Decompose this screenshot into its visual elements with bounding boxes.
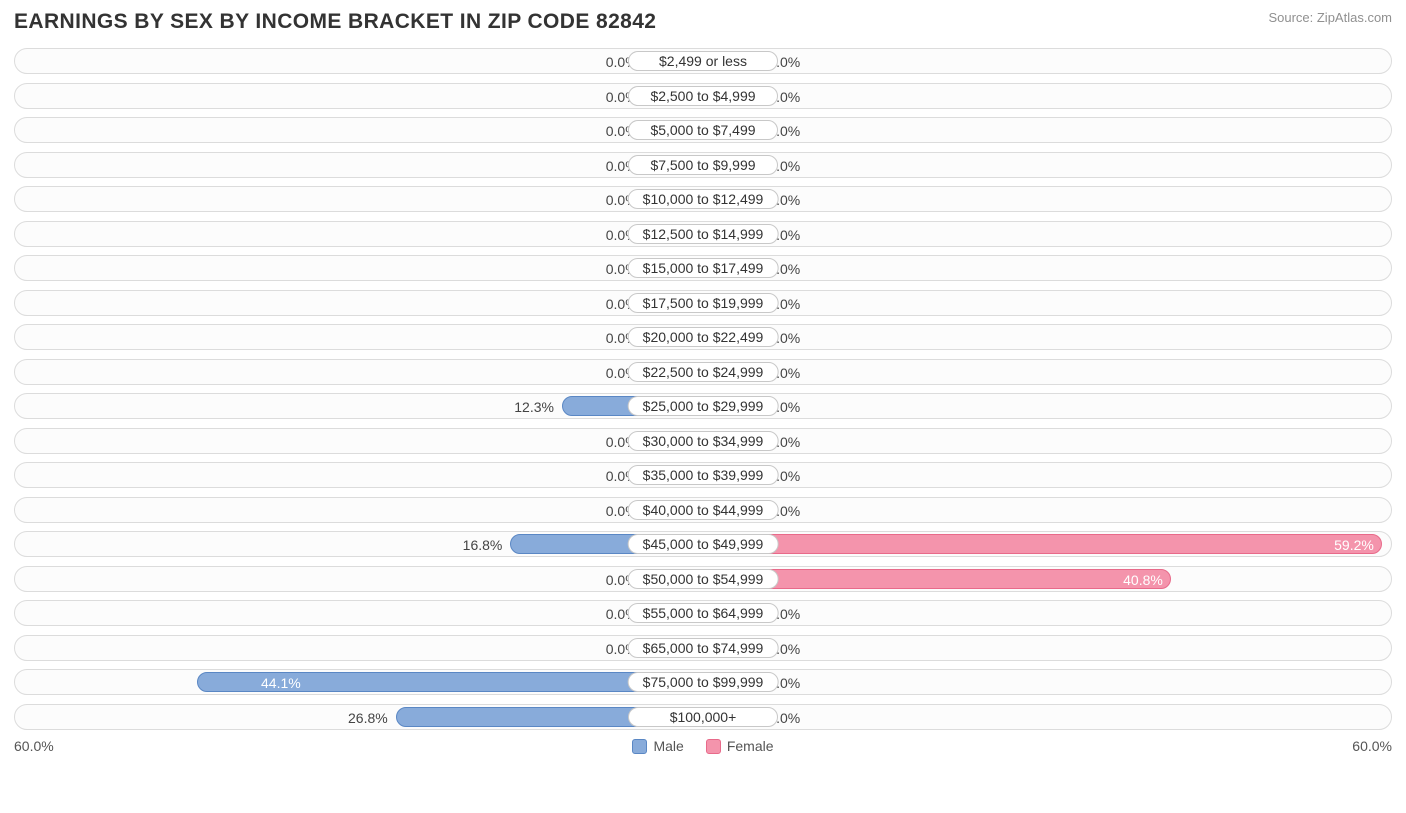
bracket-label: $17,500 to $19,999 — [628, 293, 779, 313]
bracket-label: $55,000 to $64,999 — [628, 603, 779, 623]
male-value: 26.8% — [348, 705, 388, 731]
chart-title: EARNINGS BY SEX BY INCOME BRACKET IN ZIP… — [14, 10, 656, 34]
chart-row: 0.0%0.0%$65,000 to $74,999 — [14, 635, 1392, 661]
male-value: 16.8% — [463, 532, 503, 558]
chart-row: 0.0%0.0%$22,500 to $24,999 — [14, 359, 1392, 385]
bracket-label: $7,500 to $9,999 — [628, 155, 778, 175]
bracket-label: $75,000 to $99,999 — [628, 672, 779, 692]
male-swatch — [632, 739, 647, 754]
legend-female: Female — [706, 738, 774, 754]
chart-row: 0.0%0.0%$10,000 to $12,499 — [14, 186, 1392, 212]
chart-row: 0.0%0.0%$30,000 to $34,999 — [14, 428, 1392, 454]
female-swatch — [706, 739, 721, 754]
chart-row: 0.0%0.0%$15,000 to $17,499 — [14, 255, 1392, 281]
bracket-label: $35,000 to $39,999 — [628, 465, 779, 485]
axis-right-label: 60.0% — [1352, 738, 1392, 754]
chart-row: 0.0%0.0%$2,499 or less — [14, 48, 1392, 74]
bracket-label: $15,000 to $17,499 — [628, 258, 779, 278]
chart-row: 0.0%0.0%$12,500 to $14,999 — [14, 221, 1392, 247]
legend: Male Female — [632, 738, 773, 754]
female-value: 59.2% — [1326, 532, 1382, 558]
bracket-label: $25,000 to $29,999 — [628, 396, 779, 416]
bracket-label: $5,000 to $7,499 — [628, 120, 778, 140]
axis-row: 60.0% Male Female 60.0% — [14, 738, 1392, 754]
chart-row: 16.8% 59.2% $45,000 to $49,999 — [14, 531, 1392, 557]
bracket-label: $50,000 to $54,999 — [628, 569, 779, 589]
chart-row: 0.0%40.8%$50,000 to $54,999 — [14, 566, 1392, 592]
bracket-label: $20,000 to $22,499 — [628, 327, 779, 347]
male-value: 12.3% — [514, 394, 554, 420]
legend-male: Male — [632, 738, 683, 754]
chart-row: 0.0%0.0%$35,000 to $39,999 — [14, 462, 1392, 488]
bracket-label: $30,000 to $34,999 — [628, 431, 779, 451]
bracket-label: $12,500 to $14,999 — [628, 224, 779, 244]
bracket-label: $45,000 to $49,999 — [628, 534, 779, 554]
bracket-label: $65,000 to $74,999 — [628, 638, 779, 658]
bracket-label: $100,000+ — [628, 707, 778, 727]
butterfly-chart: 0.0%0.0%$2,499 or less 0.0%0.0%$2,500 to … — [14, 48, 1392, 730]
chart-row: 0.0%0.0%$7,500 to $9,999 — [14, 152, 1392, 178]
chart-row: 0.0%0.0%$20,000 to $22,499 — [14, 324, 1392, 350]
chart-row: 0.0%0.0%$17,500 to $19,999 — [14, 290, 1392, 316]
chart-row: 0.0%0.0%$5,000 to $7,499 — [14, 117, 1392, 143]
bracket-label: $10,000 to $12,499 — [628, 189, 779, 209]
bracket-label: $22,500 to $24,999 — [628, 362, 779, 382]
bracket-label: $2,500 to $4,999 — [628, 86, 778, 106]
chart-row: 12.3%0.0%$25,000 to $29,999 — [14, 393, 1392, 419]
chart-row: 44.1%0.0%$75,000 to $99,999 — [14, 669, 1392, 695]
chart-row: 26.8%0.0%$100,000+ — [14, 704, 1392, 730]
chart-row: 0.0%0.0%$55,000 to $64,999 — [14, 600, 1392, 626]
female-bar — [703, 534, 1382, 554]
bracket-label: $40,000 to $44,999 — [628, 500, 779, 520]
female-value: 40.8% — [1115, 567, 1171, 593]
chart-row: 0.0%0.0%$2,500 to $4,999 — [14, 83, 1392, 109]
male-value: 44.1% — [253, 670, 309, 696]
axis-left-label: 60.0% — [14, 738, 54, 754]
legend-male-label: Male — [653, 738, 683, 754]
chart-row: 0.0%0.0%$40,000 to $44,999 — [14, 497, 1392, 523]
bracket-label: $2,499 or less — [628, 51, 778, 71]
legend-female-label: Female — [727, 738, 774, 754]
chart-source: Source: ZipAtlas.com — [1268, 10, 1392, 25]
